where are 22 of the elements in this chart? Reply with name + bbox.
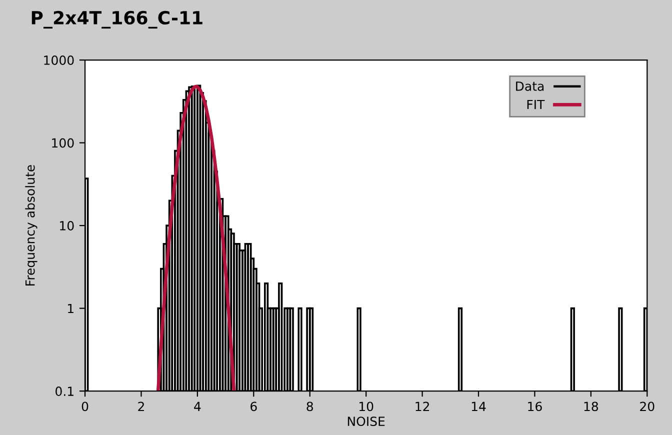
y-tick-label: 1000 <box>44 56 74 65</box>
x-tick-label: 20 <box>640 402 654 412</box>
x-tick-label: 4 <box>194 402 201 411</box>
x-tick-label: 6 <box>250 402 257 412</box>
line-series <box>156 84 236 392</box>
x-tick-label: 8 <box>306 402 313 412</box>
y-axis-title: Frequency absolute <box>25 165 38 286</box>
x-tick-label: 12 <box>416 402 429 411</box>
y-tick-label: 1 <box>68 304 74 314</box>
x-axis-title: NOISE <box>348 416 385 426</box>
y-tick-label: 100 <box>52 138 74 148</box>
x-tick-label: 10 <box>359 402 374 412</box>
x-tick-label: 2 <box>138 402 144 411</box>
y-tick-label: 10 <box>60 221 74 230</box>
x-tick-label: 18 <box>584 402 598 412</box>
legend-label: Data <box>516 82 544 91</box>
x-tick-label: 0 <box>82 402 88 412</box>
y-tick-label: 0.1 <box>56 386 74 396</box>
x-tick-label: 14 <box>472 402 486 411</box>
x-tick-label: 16 <box>528 402 542 412</box>
chart-title: P_2x4T_166_C-11 <box>32 10 202 29</box>
legend-label: FIT <box>527 100 545 110</box>
